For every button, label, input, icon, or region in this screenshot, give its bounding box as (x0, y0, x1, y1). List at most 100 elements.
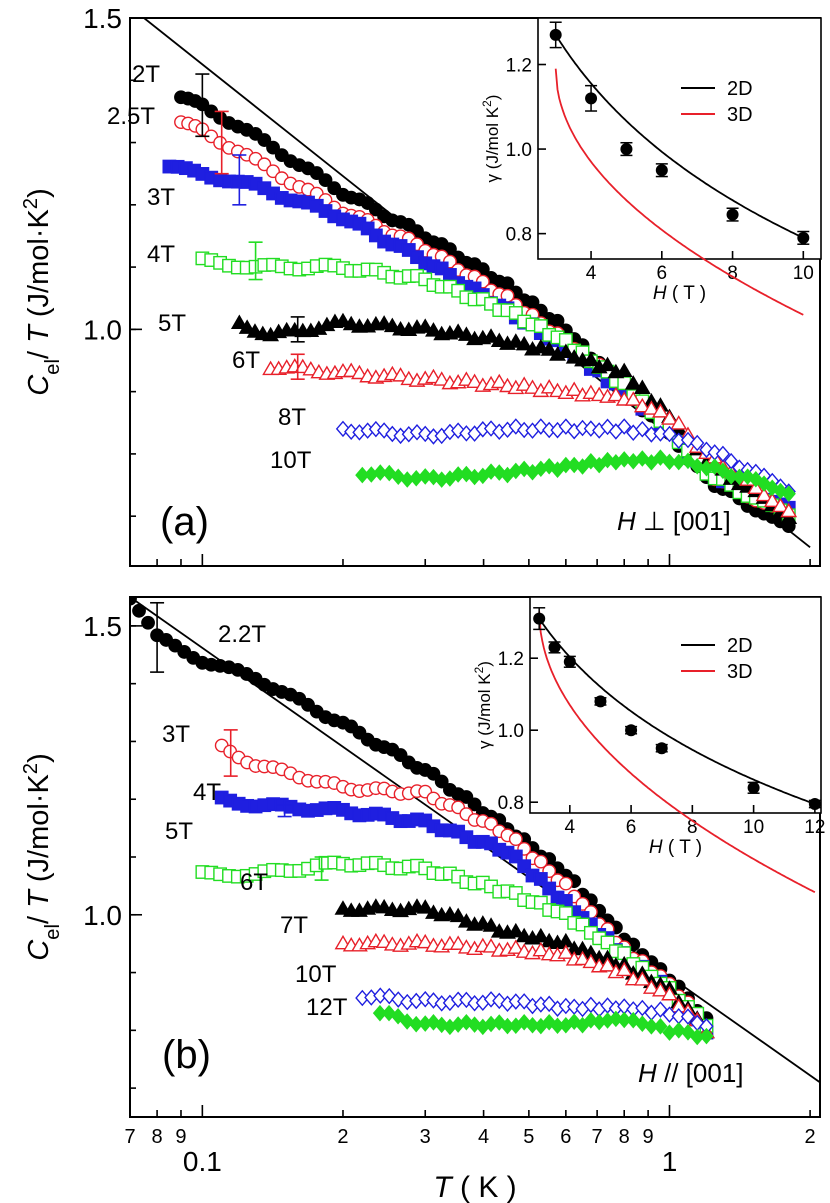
x-minor-tick-label: 9 (175, 1126, 186, 1148)
data-point (416, 318, 434, 333)
data-point (533, 418, 548, 435)
y-tick-label: 1.5 (83, 3, 122, 34)
data-point (780, 502, 798, 518)
data-point (508, 832, 523, 847)
data-point (765, 479, 780, 497)
x-minor-tick-label: 6 (560, 1126, 571, 1148)
series-label: 4T (147, 241, 175, 268)
inset-data-point (548, 641, 561, 654)
data-point (507, 333, 525, 348)
data-point (418, 990, 433, 1008)
data-point (565, 381, 583, 396)
data-point (426, 992, 441, 1009)
data-point (661, 410, 678, 425)
series-label: 10T (295, 961, 337, 988)
data-point (542, 1013, 557, 1031)
fit-curve-3d (538, 611, 816, 894)
data-point (466, 373, 484, 389)
series-6T (334, 898, 715, 1039)
data-point (626, 1011, 641, 1029)
inset-data-point (726, 208, 739, 221)
inset-data-point (655, 164, 668, 177)
fit-curve-3d (554, 68, 804, 316)
data-point (707, 458, 722, 475)
inset-y-tick-label: 1.0 (506, 140, 532, 161)
data-point (680, 1024, 696, 1041)
inset-x-tick-label: 12 (804, 817, 825, 838)
data-point (635, 1015, 650, 1032)
inset-data-point (594, 695, 607, 708)
inset-x-tick-label: 4 (586, 263, 597, 284)
data-point (141, 615, 155, 630)
inset-data-point (620, 143, 633, 156)
data-point (467, 1016, 482, 1033)
data-point (635, 450, 650, 467)
data-point (653, 425, 668, 442)
data-point (582, 351, 600, 367)
panel-label: (a) (160, 500, 209, 544)
series-label: 4T (193, 779, 221, 806)
data-point (633, 379, 651, 394)
inset-x-tick-label: 4 (565, 817, 576, 838)
inset-b: 0.8 1.0 1.2 4 6 8 10 12 H ( T ) γ (J/mol K2) 2D 3D (472, 596, 825, 894)
error-bar (290, 316, 305, 343)
inset-data-point (747, 781, 760, 794)
inset-x-tick-label: 10 (793, 263, 814, 284)
data-point (583, 452, 598, 470)
series-label: 6T (232, 347, 260, 374)
data-point (449, 907, 467, 923)
data-point (351, 364, 368, 380)
data-point (490, 373, 508, 389)
data-point (373, 464, 388, 481)
inset-x-tick-label: 8 (727, 263, 738, 284)
x-tick-label: 1 (662, 1146, 678, 1177)
inset-y-axis-label: γ (J/mol K2) (472, 661, 494, 749)
inset-data-point (808, 798, 821, 810)
data-point (583, 420, 598, 437)
y-tick-label: 1.0 (83, 314, 122, 345)
data-point (515, 376, 533, 391)
data-point (635, 420, 650, 438)
inset-data-point (549, 28, 562, 41)
data-point (763, 492, 781, 508)
error-bar (314, 856, 329, 881)
series-label: 3T (147, 184, 175, 211)
x-minor-tick-label: 7 (124, 1126, 135, 1148)
data-point (642, 979, 660, 994)
y-axis-label: Cel/ T (J/mol·K2) (20, 188, 64, 396)
data-point (662, 1006, 677, 1023)
series-label: 6T (240, 869, 268, 896)
series-label: 2T (132, 61, 160, 88)
x-minor-tick-label: 2 (805, 1126, 816, 1148)
inset-x-tick-label: 10 (743, 817, 764, 838)
data-point (517, 1013, 532, 1031)
data-point (624, 375, 642, 390)
series-label: 12T (306, 994, 348, 1021)
inset-y-tick-label: 1.0 (498, 721, 524, 742)
data-point (517, 993, 532, 1010)
field-orientation-label: H ⊥ [001] (617, 506, 731, 536)
inset-y-axis-label: γ (J/mol K2) (480, 95, 502, 183)
data-point (557, 944, 575, 959)
data-point (565, 349, 583, 364)
x-tick-label: 0.1 (183, 1146, 222, 1177)
data-point (558, 876, 573, 891)
legend-label: 3D (727, 104, 753, 126)
inset-x-axis-label: H ( T ) (653, 283, 706, 304)
data-point (652, 403, 669, 418)
data-point (434, 774, 449, 789)
panel-a: 1.0 1.5 Cel/ T (J/mol·K2) 2T 2.5T 3T 4T 5T 6T 8T 1… (20, 3, 822, 567)
data-point (524, 379, 541, 394)
data-point (690, 434, 705, 452)
series-5T (195, 855, 714, 1033)
data-point (608, 1010, 624, 1028)
data-point (772, 497, 789, 513)
data-point (642, 400, 660, 415)
series-label: 10T (270, 447, 312, 474)
data-point (599, 956, 616, 972)
data-point (574, 950, 591, 966)
data-point (633, 397, 651, 413)
data-point (433, 371, 451, 386)
data-point (635, 999, 650, 1017)
